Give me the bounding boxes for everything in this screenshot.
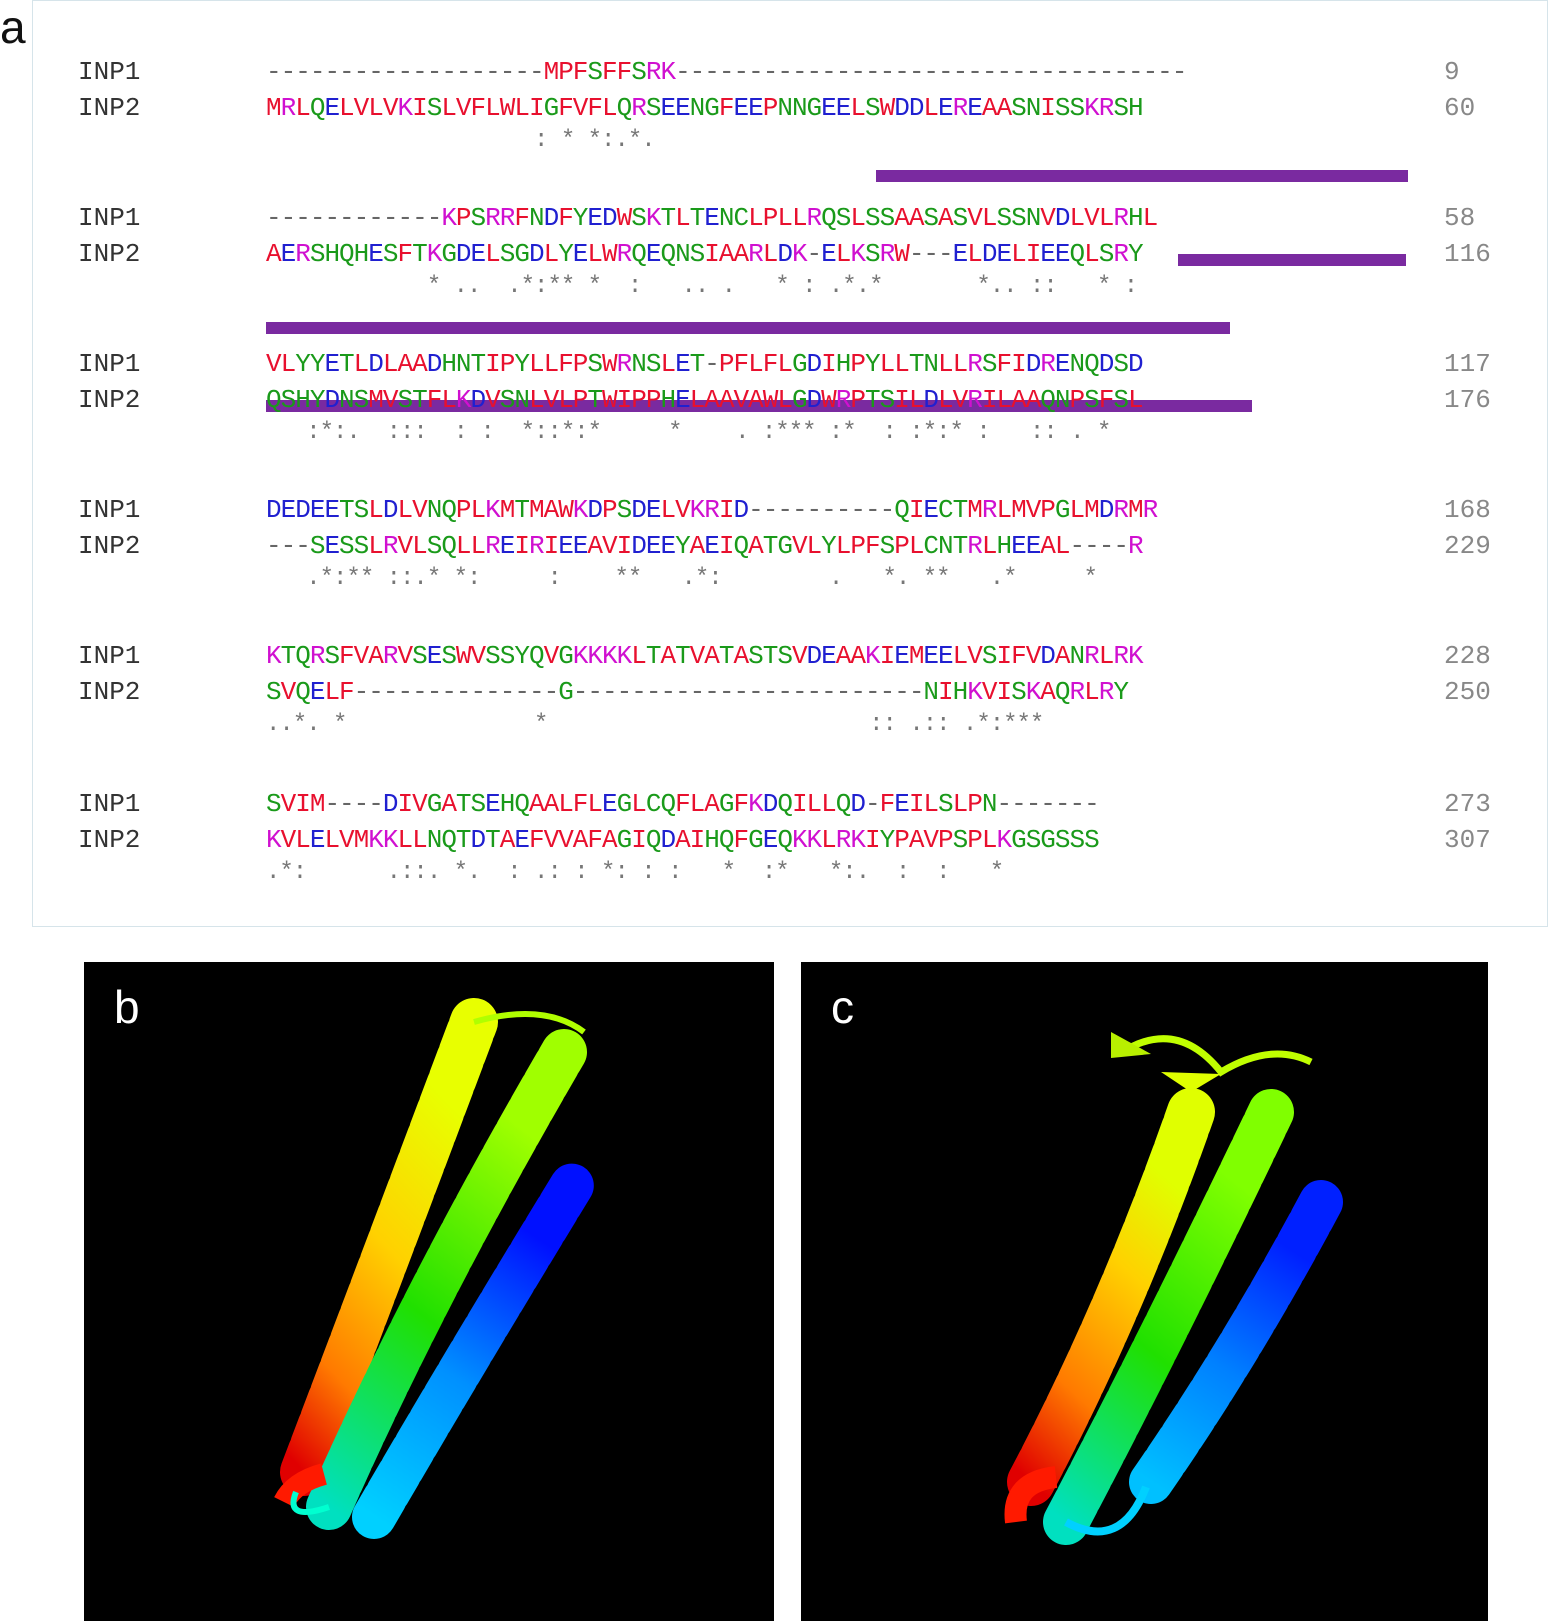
helix-bar	[266, 400, 1252, 412]
residue-count: 168	[1444, 495, 1491, 525]
panel-label-c: c	[831, 981, 854, 1033]
panel-label-b: b	[114, 981, 140, 1033]
residue-count: 60	[1444, 93, 1476, 123]
residue-count: 9	[1444, 57, 1460, 87]
sequence-name: INP1	[78, 495, 141, 525]
sequence-residues: ---SESSLRVLSQLLREIRIEEAVIDEEYAEIQATGVLYL…	[266, 531, 1144, 561]
conservation-line: :*:. ::: : : *::*:* * . :*** :* : :*:* :…	[266, 419, 1111, 446]
sequence-name: INP1	[78, 641, 141, 671]
panel-label-a: a	[0, 1, 26, 53]
residue-count: 116	[1444, 239, 1491, 269]
sequence-name: INP2	[78, 677, 141, 707]
sequence-residues: SVIM----DIVGATSEHQAALFLEGLCQFLAGFKDQILLQ…	[266, 789, 1100, 819]
conservation-line: .*: .::. *. : .: : *: : : * :* *:. : : *	[266, 859, 1004, 886]
residue-count: 273	[1444, 789, 1491, 819]
residue-count: 250	[1444, 677, 1491, 707]
sequence-residues: AERSHQHESFTKGDELSGDLYELWRQEQNSIAARLDK-EL…	[266, 239, 1144, 269]
sequence-name: INP2	[78, 531, 141, 561]
helix-ribbon-image-b	[274, 998, 596, 1539]
sequence-residues: QSHYDNSMVSTFLKDVSNLVLPTWIPPHELAAVAWLGDWR…	[266, 385, 1144, 415]
sequence-name: INP2	[78, 385, 141, 415]
sequence-name: INP2	[78, 93, 141, 123]
sequence-name: INP1	[78, 789, 141, 819]
residue-count: 229	[1444, 531, 1491, 561]
sequence-residues: KVLELVMKKLLNQTDTAEFVVAFAGIQDAIHQFGEQKKLR…	[266, 825, 1100, 855]
residue-count: 117	[1444, 349, 1491, 379]
residue-count: 58	[1444, 203, 1476, 233]
sequence-residues: -------------------MPFSFFSRK------------…	[266, 57, 1187, 87]
conservation-line: ..*. * * :: .:: .*:***	[266, 711, 1044, 738]
residue-count: 228	[1444, 641, 1491, 671]
helix-ribbon-image-c	[1004, 1032, 1343, 1545]
sequence-residues: VLYYETLDLAADHNTIPYLLFPSWRNSLET-PFLFLGDIH…	[266, 349, 1144, 379]
sequence-name: INP1	[78, 349, 141, 379]
conservation-line: * .. .*:** * : .. . * : .*.* *.. :: * :	[266, 273, 1138, 300]
sequence-alignment-panel	[32, 0, 1548, 927]
sequence-name: INP1	[78, 203, 141, 233]
sequence-residues: SVQELF--------------G-------------------…	[266, 677, 1129, 707]
sequence-residues: MRLQELVLVKISLVFLWLIGFVFLQRSEENGFEEPNNGEE…	[266, 93, 1144, 123]
residue-count: 176	[1444, 385, 1491, 415]
conservation-line: : * *:.*.	[266, 127, 656, 154]
sequence-residues: ------------KPSRRFNDFYEDWSKTLTENCLPLLRQS…	[266, 203, 1158, 233]
helix-bar	[876, 170, 1408, 182]
sequence-residues: DEDEETSLDLVNQPLKMTMAWKDPSDELVKRID-------…	[266, 495, 1158, 525]
sequence-residues: KTQRSFVARVSESWVSSYQVGKKKKLTATVATASTSVDEA…	[266, 641, 1144, 671]
residue-count: 307	[1444, 825, 1491, 855]
helix-bar	[266, 322, 1230, 334]
helix-bar	[1178, 254, 1406, 266]
sequence-name: INP1	[78, 57, 141, 87]
conservation-line: .*:** ::.* *: : ** .*: . *. ** .* *	[266, 565, 1098, 592]
sequence-name: INP2	[78, 825, 141, 855]
structure-panel-b: b	[84, 962, 774, 1621]
structure-panel-c: c	[801, 962, 1488, 1621]
sequence-name: INP2	[78, 239, 141, 269]
